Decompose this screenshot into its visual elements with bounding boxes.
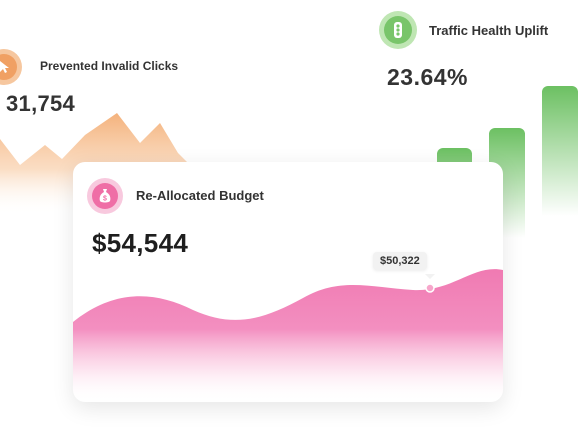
reallocated-budget-icon: $ [87, 178, 123, 214]
traffic-health-title: Traffic Health Uplift [429, 23, 549, 38]
reallocated-budget-value: $54,544 [92, 228, 189, 258]
reallocated-budget-chart [73, 269, 503, 402]
traffic-health-bar [542, 86, 578, 216]
traffic-light-icon [384, 16, 412, 44]
budget-tooltip: $50,322 [373, 252, 427, 270]
cursor-icon [0, 54, 17, 80]
traffic-health-value: 23.64% [387, 64, 469, 90]
prevented-clicks-title: Prevented Invalid Clicks [40, 59, 179, 73]
prevented-clicks-value: 31,754 [6, 91, 76, 116]
svg-text:$: $ [103, 196, 107, 203]
reallocated-budget-title: Re-Allocated Budget [136, 188, 264, 203]
reallocated-budget-card: $ Re-Allocated Budget $54,544 $50,322 [73, 162, 503, 402]
prevented-clicks-icon [0, 49, 22, 85]
money-bag-icon: $ [92, 183, 118, 209]
budget-tooltip-pointer [425, 274, 435, 279]
wave-point-marker [425, 283, 435, 293]
traffic-health-icon [379, 11, 417, 49]
